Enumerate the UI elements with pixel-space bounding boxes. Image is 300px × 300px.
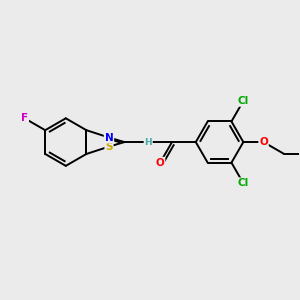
Text: Cl: Cl [238, 178, 249, 188]
Text: H: H [144, 138, 152, 147]
Text: N: N [105, 133, 113, 142]
Text: O: O [156, 158, 164, 168]
Text: S: S [105, 142, 113, 152]
Text: O: O [259, 137, 268, 147]
Text: F: F [21, 113, 28, 123]
Text: Cl: Cl [238, 96, 249, 106]
